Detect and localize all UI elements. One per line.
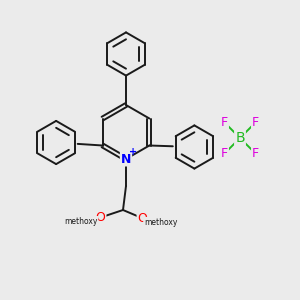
Text: +: +	[128, 147, 137, 158]
Text: methoxy: methoxy	[64, 217, 98, 226]
Text: O: O	[96, 211, 105, 224]
Text: O: O	[138, 212, 147, 225]
Text: F: F	[252, 116, 259, 129]
Text: B: B	[235, 131, 245, 145]
Text: F: F	[221, 116, 228, 129]
Text: F: F	[221, 147, 228, 160]
Text: methoxy: methoxy	[144, 218, 177, 226]
Text: N: N	[121, 152, 131, 166]
Text: F: F	[252, 147, 259, 160]
